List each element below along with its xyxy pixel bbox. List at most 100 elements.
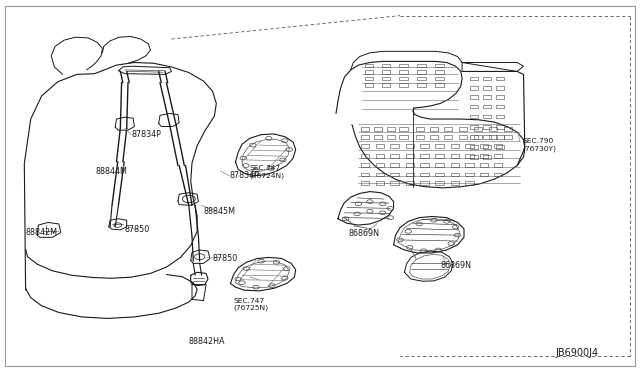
- Bar: [390, 163, 399, 167]
- Bar: [374, 135, 382, 139]
- Bar: [470, 77, 478, 80]
- Bar: [406, 163, 414, 167]
- Bar: [451, 173, 459, 176]
- Bar: [496, 135, 504, 139]
- Bar: [399, 83, 408, 87]
- Text: (76724N): (76724N): [250, 172, 285, 179]
- Bar: [483, 86, 491, 90]
- Bar: [483, 77, 491, 80]
- Bar: [376, 173, 384, 176]
- Bar: [365, 64, 373, 67]
- Bar: [376, 181, 384, 185]
- Bar: [496, 86, 504, 90]
- Bar: [483, 105, 491, 108]
- Bar: [480, 163, 488, 167]
- Bar: [387, 127, 395, 131]
- Bar: [496, 115, 504, 118]
- Bar: [483, 135, 491, 139]
- Bar: [465, 173, 474, 176]
- Bar: [496, 125, 504, 129]
- Bar: [451, 163, 459, 167]
- Bar: [399, 77, 408, 80]
- Bar: [470, 145, 478, 149]
- Bar: [406, 144, 414, 148]
- Bar: [474, 135, 482, 139]
- Bar: [480, 144, 488, 148]
- Bar: [435, 173, 444, 176]
- Bar: [494, 173, 502, 176]
- Bar: [406, 154, 414, 158]
- Bar: [382, 70, 390, 74]
- Bar: [451, 144, 459, 148]
- Text: 86869N: 86869N: [349, 229, 380, 238]
- Bar: [376, 163, 384, 167]
- Text: 88845M: 88845M: [204, 207, 236, 216]
- Bar: [399, 64, 408, 67]
- Bar: [399, 135, 408, 139]
- Bar: [504, 135, 512, 139]
- Bar: [417, 77, 426, 80]
- Text: JB6900J4: JB6900J4: [556, 348, 598, 357]
- Bar: [435, 64, 444, 67]
- Bar: [494, 144, 502, 148]
- Text: (76725N): (76725N): [234, 305, 269, 311]
- Bar: [435, 83, 444, 87]
- Text: SEC.790: SEC.790: [522, 138, 554, 144]
- Bar: [470, 125, 478, 129]
- Bar: [417, 70, 426, 74]
- Bar: [470, 95, 478, 99]
- Bar: [390, 181, 399, 185]
- Text: 88842HA: 88842HA: [188, 337, 225, 346]
- Bar: [399, 127, 408, 131]
- Bar: [361, 173, 369, 176]
- Bar: [382, 83, 390, 87]
- Bar: [361, 154, 369, 158]
- Bar: [435, 181, 444, 185]
- Bar: [361, 144, 369, 148]
- Bar: [376, 154, 384, 158]
- Bar: [483, 125, 491, 129]
- Bar: [374, 127, 382, 131]
- Bar: [420, 181, 429, 185]
- Bar: [361, 181, 369, 185]
- Bar: [365, 83, 373, 87]
- Bar: [504, 127, 512, 131]
- Bar: [465, 181, 474, 185]
- Bar: [496, 145, 504, 149]
- Bar: [390, 154, 399, 158]
- Bar: [399, 70, 408, 74]
- Bar: [483, 155, 491, 159]
- Text: SEC.747: SEC.747: [250, 165, 281, 171]
- Text: 86869N: 86869N: [440, 262, 471, 270]
- Bar: [435, 70, 444, 74]
- Bar: [416, 135, 424, 139]
- Bar: [480, 173, 488, 176]
- Bar: [387, 135, 395, 139]
- Bar: [474, 127, 482, 131]
- Bar: [435, 77, 444, 80]
- Text: 88842M: 88842M: [26, 228, 58, 237]
- Bar: [365, 70, 373, 74]
- Text: SEC.747: SEC.747: [234, 298, 265, 304]
- Bar: [382, 64, 390, 67]
- Text: 87834P: 87834P: [229, 171, 259, 180]
- Bar: [390, 144, 399, 148]
- Bar: [417, 64, 426, 67]
- Bar: [444, 127, 452, 131]
- Bar: [435, 163, 444, 167]
- Bar: [361, 135, 369, 139]
- Bar: [420, 163, 429, 167]
- Bar: [483, 95, 491, 99]
- Bar: [390, 173, 399, 176]
- Bar: [470, 115, 478, 118]
- Bar: [489, 135, 497, 139]
- Bar: [417, 83, 426, 87]
- Bar: [444, 135, 452, 139]
- Text: 87834P: 87834P: [131, 130, 161, 139]
- Bar: [465, 144, 474, 148]
- Bar: [494, 163, 502, 167]
- Bar: [430, 135, 438, 139]
- Bar: [489, 127, 497, 131]
- Bar: [470, 135, 478, 139]
- Bar: [470, 155, 478, 159]
